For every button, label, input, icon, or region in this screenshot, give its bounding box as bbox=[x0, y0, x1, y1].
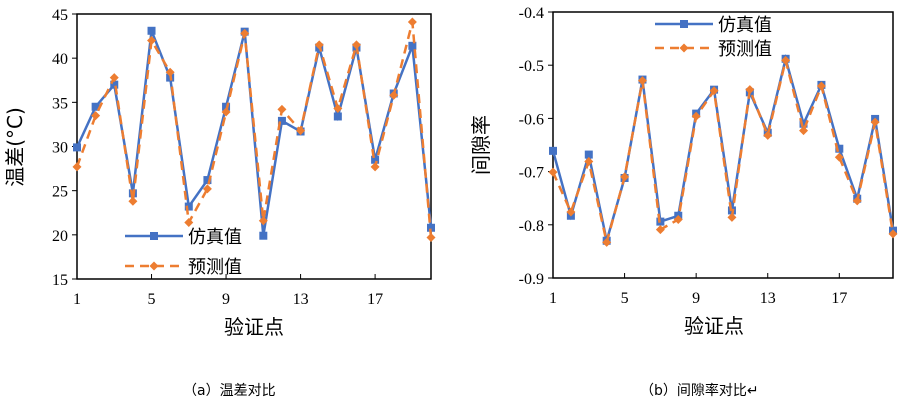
y-tick-label: 40 bbox=[52, 51, 68, 68]
data-point-predicted bbox=[709, 86, 719, 96]
data-point-predicted bbox=[584, 156, 594, 166]
data-point-predicted bbox=[834, 152, 844, 162]
y-tick-label: 15 bbox=[52, 272, 68, 289]
data-point-predicted bbox=[781, 55, 791, 65]
legend-label: 预测值 bbox=[188, 257, 242, 278]
x-tick-label: 1 bbox=[73, 291, 81, 308]
data-point-predicted bbox=[799, 126, 809, 136]
data-point-predicted bbox=[407, 17, 417, 27]
y-tick-label: 45 bbox=[52, 7, 68, 24]
data-point-predicted bbox=[202, 184, 212, 194]
data-point-predicted bbox=[128, 196, 138, 206]
data-point-predicted bbox=[673, 214, 683, 224]
caption-a: （a）温差对比 bbox=[183, 383, 276, 399]
legend-marker-diamond bbox=[679, 43, 689, 53]
data-point-predicted bbox=[745, 85, 755, 95]
data-point-predicted bbox=[221, 107, 231, 117]
y-tick-label: 30 bbox=[52, 140, 68, 157]
x-tick-label: 17 bbox=[831, 290, 847, 307]
data-point-predicted bbox=[426, 232, 436, 242]
data-point-predicted bbox=[314, 40, 324, 50]
chart-void-ratio: -0.9 -0.8 -0.7 -0.6 -0.5 -0.4 1 5 9 13 17 验证点 间隙率 仿真值… bbox=[469, 5, 898, 338]
data-point-predicted bbox=[870, 117, 880, 127]
series-line-predicted bbox=[75, 21, 433, 238]
data-point-predicted bbox=[816, 81, 826, 91]
data-point-simulated bbox=[259, 231, 268, 240]
data-point-predicted bbox=[637, 76, 647, 86]
data-point-predicted bbox=[258, 216, 268, 226]
data-point-predicted bbox=[655, 225, 665, 235]
y-tick-label: -0.4 bbox=[519, 5, 544, 22]
x-tick-label: 5 bbox=[621, 290, 629, 307]
data-point-predicted bbox=[147, 36, 157, 45]
data-point-predicted bbox=[72, 162, 82, 172]
y-tick-label: 25 bbox=[52, 184, 68, 201]
data-point-predicted bbox=[296, 126, 306, 136]
data-point-predicted bbox=[620, 172, 630, 182]
data-point-simulated bbox=[184, 202, 193, 211]
legend-label: 仿真值 bbox=[718, 15, 772, 36]
data-point-simulated bbox=[584, 150, 593, 159]
data-point-predicted bbox=[351, 40, 361, 50]
data-point-predicted bbox=[109, 73, 119, 83]
plot-frame bbox=[552, 11, 894, 279]
series-line-predicted bbox=[551, 60, 895, 243]
data-point-predicted bbox=[566, 207, 576, 217]
legend-label: 预测值 bbox=[718, 39, 772, 60]
data-point-simulated bbox=[73, 143, 81, 152]
data-point-predicted bbox=[277, 104, 287, 114]
data-point-simulated bbox=[147, 26, 156, 35]
legend-label: 仿真值 bbox=[188, 227, 242, 248]
x-tick-label: 13 bbox=[293, 291, 309, 308]
y-tick-label: 20 bbox=[52, 228, 68, 245]
legend-marker-square bbox=[150, 232, 158, 240]
data-point-predicted bbox=[389, 90, 399, 100]
data-point-predicted bbox=[165, 67, 175, 77]
y-tick-label: 35 bbox=[52, 95, 68, 112]
data-point-simulated bbox=[835, 144, 844, 153]
data-point-simulated bbox=[408, 41, 417, 50]
data-point-predicted bbox=[184, 217, 194, 227]
y-tick-label: -0.8 bbox=[519, 218, 544, 235]
data-point-predicted bbox=[888, 229, 898, 239]
data-point-predicted bbox=[91, 111, 101, 121]
x-tick-label: 17 bbox=[367, 291, 383, 308]
data-point-simulated bbox=[203, 176, 212, 185]
data-point-predicted bbox=[333, 104, 343, 114]
data-point-predicted bbox=[548, 167, 558, 177]
data-point-predicted bbox=[727, 212, 737, 222]
legend-marker-diamond bbox=[149, 261, 159, 271]
x-axis-title: 验证点 bbox=[224, 315, 284, 339]
data-point-simulated bbox=[333, 112, 342, 121]
data-point-simulated bbox=[110, 80, 119, 89]
legend-marker-square bbox=[680, 20, 688, 28]
x-tick-label: 5 bbox=[148, 291, 156, 308]
data-point-predicted bbox=[763, 130, 773, 140]
data-point-simulated bbox=[549, 146, 557, 155]
caption-b: （b）间隙率对比↵ bbox=[640, 383, 759, 399]
y-axis-title: 间隙率 bbox=[469, 115, 493, 175]
x-tick-label: 13 bbox=[760, 290, 776, 307]
data-point-simulated bbox=[91, 102, 100, 111]
data-point-predicted bbox=[852, 196, 862, 206]
x-tick-label: 9 bbox=[222, 291, 230, 308]
data-point-simulated bbox=[799, 119, 808, 128]
data-point-simulated bbox=[277, 116, 286, 125]
data-point-simulated bbox=[427, 223, 435, 232]
y-axis-title: 温差(°C) bbox=[3, 107, 27, 187]
data-point-predicted bbox=[240, 28, 250, 38]
x-axis-title: 验证点 bbox=[684, 314, 744, 338]
data-point-predicted bbox=[370, 162, 380, 172]
data-point-predicted bbox=[691, 111, 701, 121]
y-tick-label: -0.9 bbox=[519, 271, 544, 288]
y-tick-label: -0.6 bbox=[519, 111, 544, 128]
y-tick-label: -0.7 bbox=[519, 165, 544, 182]
data-point-simulated bbox=[371, 155, 380, 164]
data-point-predicted bbox=[602, 237, 612, 247]
y-tick-label: -0.5 bbox=[519, 58, 544, 75]
x-tick-label: 1 bbox=[549, 290, 557, 307]
x-tick-label: 9 bbox=[692, 290, 700, 307]
